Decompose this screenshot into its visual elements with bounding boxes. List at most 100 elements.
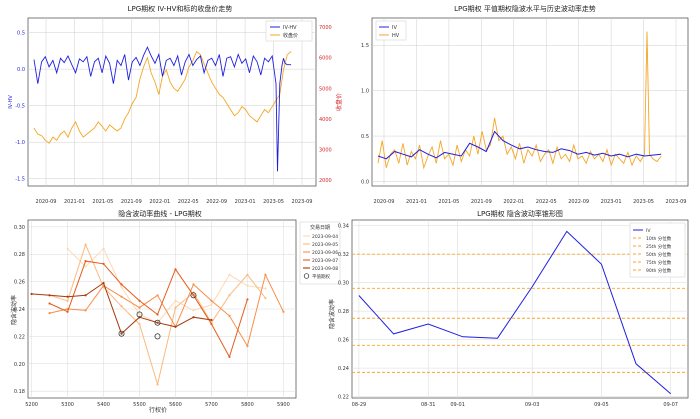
- legend-label: 2023-09-06: [312, 250, 338, 256]
- y-tick-label: 1.5: [361, 43, 369, 49]
- series-line-hv: [377, 31, 662, 170]
- y2-tick-label: 2000: [319, 178, 332, 184]
- atm-marker: [154, 333, 161, 340]
- y-tick-label: 0.0: [17, 67, 25, 73]
- x-tick-label: 5500: [133, 402, 146, 408]
- x-tick-label: 2020-09: [36, 199, 57, 205]
- y-tick-label: 0.30: [338, 281, 349, 287]
- x-tick-label: 09-05: [594, 402, 609, 408]
- series-point: [246, 298, 249, 301]
- y-tick-label: -1.5: [15, 177, 25, 183]
- series-point: [120, 283, 123, 286]
- y-tick-label: 0.28: [14, 252, 25, 258]
- y-tick-label: 0.34: [338, 224, 349, 230]
- x-tick-label: 5400: [97, 402, 110, 408]
- legend-box: [265, 20, 313, 42]
- legend-label: 75th 分位数: [646, 259, 672, 266]
- y-tick-label: 0.28: [338, 309, 349, 315]
- y-tick-label: 0.20: [14, 362, 25, 368]
- series-point: [264, 273, 267, 276]
- series-point: [138, 313, 141, 316]
- series-point: [66, 299, 69, 302]
- y2-tick-label: 6000: [319, 56, 332, 62]
- series-point: [246, 344, 249, 348]
- series-point: [30, 292, 33, 296]
- legend-label: 90th 分位数: [646, 267, 672, 274]
- plot-frame: [351, 219, 689, 399]
- y-tick-label: 0.18: [14, 389, 25, 395]
- series-point: [192, 309, 195, 312]
- legend-label: IV: [392, 25, 397, 31]
- y-axis-label: 隐含波动率: [10, 295, 18, 325]
- series-line-iv-hv: [33, 46, 292, 172]
- y-tick-label: 0.5: [361, 134, 369, 140]
- y-tick-label: -1.0: [15, 140, 25, 146]
- legend-box: [629, 222, 686, 278]
- legend-label: 平值期权: [312, 273, 330, 280]
- series-point: [120, 285, 123, 289]
- chart-iv-hv-price: LPG期权 IV-HV和标的收盘价走势 -1.5 -1.0 -0.5 0.0 0.5 20…: [8, 4, 343, 205]
- y-axis-label: IV-HV: [8, 95, 14, 109]
- series-point: [48, 294, 51, 297]
- series-point: [174, 325, 177, 328]
- y2-tick-label: 5000: [319, 86, 332, 92]
- chart-title: LPG期权 平值期权隐波水平与历史波动率走势: [454, 4, 596, 13]
- series-line-2023-09-06: [49, 273, 284, 348]
- y-tick-label: 0.26: [14, 280, 25, 286]
- x-tick-label: 2022-01: [503, 199, 524, 205]
- series-point: [156, 313, 159, 316]
- x-axis-label: 行权价: [149, 406, 167, 414]
- y-tick-label: 0.32: [338, 252, 349, 258]
- series-point: [228, 355, 231, 359]
- series-point: [246, 273, 249, 276]
- legend-label: 2023-09-05: [312, 242, 338, 248]
- plot-frame: [371, 17, 689, 187]
- x-tick-label: 2021-05: [92, 199, 113, 205]
- atm-marker: [190, 292, 197, 299]
- series-point: [156, 294, 159, 297]
- legend-label: 25th 分位数: [646, 243, 672, 250]
- series-point: [246, 284, 249, 287]
- legend-label: HV: [392, 33, 400, 39]
- x-tick-label: 2022-05: [178, 199, 199, 205]
- series-point: [282, 310, 285, 313]
- series-point: [48, 312, 51, 315]
- series-point: [228, 294, 231, 297]
- y-tick-label: 0.22: [338, 395, 349, 401]
- legend-title: 交易日期: [310, 224, 330, 231]
- legend-label: 10th 分位数: [646, 235, 672, 242]
- series-point: [228, 314, 231, 317]
- x-tick-label: 2023-05: [263, 199, 284, 205]
- series-point: [264, 287, 267, 290]
- y-axis-label: 隐含波动率: [328, 299, 336, 329]
- series-point: [174, 268, 177, 271]
- series-point: [120, 332, 123, 335]
- legend-label: 2023-09-08: [312, 266, 338, 272]
- atm-marker: [136, 311, 143, 318]
- series-point: [120, 295, 123, 298]
- x-tick-label: 2022-01: [149, 199, 170, 205]
- series-point: [156, 321, 159, 324]
- series-point: [156, 383, 159, 386]
- series-point: [102, 247, 105, 250]
- chart-iv-vs-hv: LPG期权 平值期权隐波水平与历史波动率走势 0.0 0.5 1.0 1.5 2020-…: [361, 4, 689, 205]
- series-point: [102, 281, 105, 285]
- x-tick-label: 09-07: [663, 402, 678, 408]
- x-tick-label: 2023-01: [601, 199, 622, 205]
- x-tick-label: 2021-09: [471, 199, 492, 205]
- y-tick-label: 0.26: [338, 338, 349, 344]
- x-tick-label: 2021-01: [406, 199, 427, 205]
- series-point: [264, 296, 267, 300]
- x-tick-label: 5800: [241, 402, 254, 408]
- y-tick-label: 0.5: [17, 31, 25, 37]
- x-tick-label: 09-01: [450, 402, 465, 408]
- y-tick-label: 0.0: [361, 179, 369, 185]
- y2-axis-label: 收盘价: [335, 93, 343, 111]
- series-point: [84, 309, 87, 312]
- series-point: [228, 273, 231, 276]
- chart-title: 隐含波动率曲线 - LPG期权: [118, 209, 202, 218]
- y-tick-label: 0.24: [338, 366, 349, 372]
- x-tick-label: 2021-05: [438, 199, 459, 205]
